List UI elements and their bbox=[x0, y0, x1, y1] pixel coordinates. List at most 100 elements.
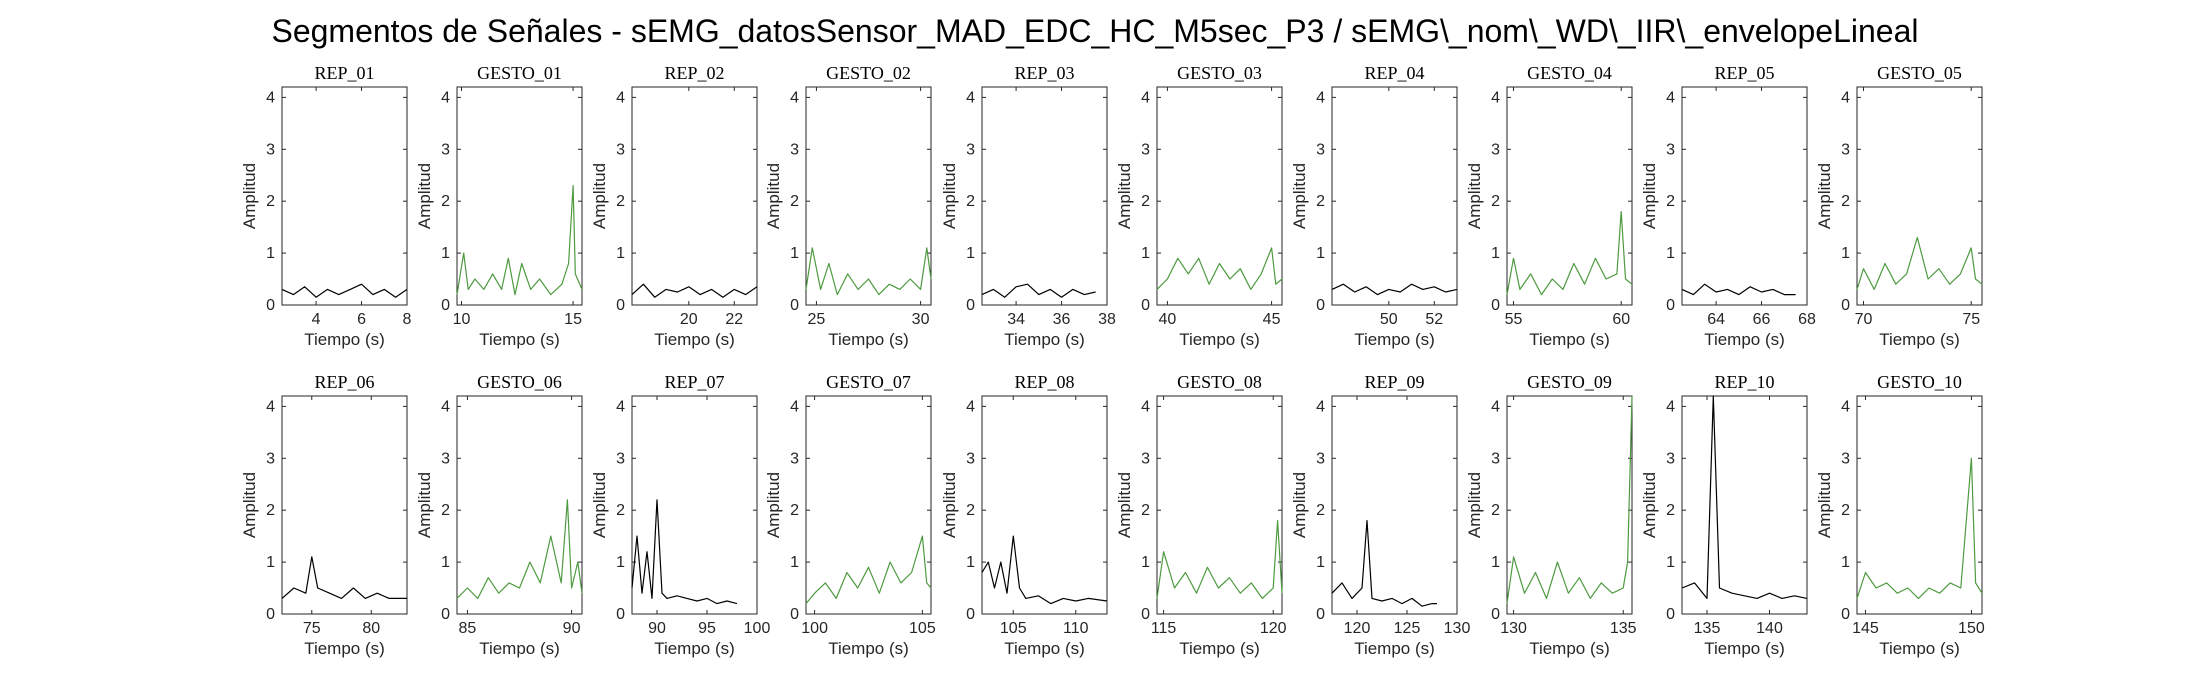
y-tick-label: 1 bbox=[790, 554, 799, 571]
x-tick-label: 135 bbox=[1694, 620, 1721, 637]
y-tick-label: 4 bbox=[1841, 89, 1850, 106]
x-tick-label: 130 bbox=[1500, 620, 1527, 637]
y-tick-label: 3 bbox=[1316, 141, 1325, 158]
y-axis-label: Amplitud bbox=[415, 472, 434, 538]
y-tick-label: 0 bbox=[266, 606, 275, 623]
panel-title: REP_07 bbox=[664, 372, 724, 392]
y-tick-label: 0 bbox=[1316, 606, 1325, 623]
y-tick-label: 4 bbox=[616, 398, 625, 415]
x-tick-label: 30 bbox=[912, 311, 930, 328]
y-tick-label: 3 bbox=[1141, 450, 1150, 467]
figure-title: Segmentos de Señales - sEMG_datosSensor_… bbox=[271, 13, 1918, 49]
y-tick-label: 4 bbox=[966, 89, 975, 106]
subplot-rep-07: REP_07 0 1 2 3 4 90 95 100 Tiempo (s) Amplitud bbox=[590, 372, 770, 658]
x-axis-label: Tiempo (s) bbox=[304, 330, 385, 349]
x-axis-label: Tiempo (s) bbox=[654, 639, 735, 658]
y-axis-label: Amplitud bbox=[240, 472, 259, 538]
y-axis-label: Amplitud bbox=[1640, 163, 1659, 229]
y-tick-label: 3 bbox=[1491, 450, 1500, 467]
subplot-gesto-10: GESTO_10 0 1 2 3 4 145 150 Tiempo (s) Amplitud bbox=[1815, 372, 1985, 658]
plot-frame bbox=[456, 86, 583, 306]
x-tick-label: 105 bbox=[1000, 620, 1027, 637]
x-tick-label: 100 bbox=[801, 620, 828, 637]
y-tick-label: 3 bbox=[1841, 141, 1850, 158]
y-tick-label: 1 bbox=[441, 554, 450, 571]
y-tick-label: 4 bbox=[1491, 398, 1500, 415]
x-tick-label: 110 bbox=[1063, 620, 1089, 637]
x-tick-label: 8 bbox=[403, 311, 412, 328]
y-tick-label: 0 bbox=[966, 297, 975, 314]
x-tick-label: 125 bbox=[1394, 620, 1421, 637]
plot-frame bbox=[1331, 86, 1458, 306]
plot-frame bbox=[805, 395, 932, 615]
plot-frame bbox=[1681, 86, 1808, 306]
panel-title: REP_10 bbox=[1714, 372, 1774, 392]
y-tick-label: 2 bbox=[1841, 502, 1850, 519]
y-tick-label: 0 bbox=[1141, 606, 1150, 623]
y-tick-label: 2 bbox=[616, 502, 625, 519]
y-tick-label: 0 bbox=[616, 297, 625, 314]
y-tick-label: 2 bbox=[1316, 502, 1325, 519]
subplot-rep-06: REP_06 0 1 2 3 4 75 80 Tiempo (s) Amplitud bbox=[240, 372, 408, 658]
x-tick-label: 68 bbox=[1798, 311, 1816, 328]
x-tick-label: 45 bbox=[1263, 311, 1281, 328]
x-tick-label: 100 bbox=[744, 620, 771, 637]
y-tick-label: 2 bbox=[266, 193, 275, 210]
y-tick-label: 0 bbox=[790, 606, 799, 623]
y-tick-label: 1 bbox=[1841, 554, 1850, 571]
y-tick-label: 1 bbox=[1491, 554, 1500, 571]
y-tick-label: 3 bbox=[1666, 450, 1675, 467]
y-axis-label: Amplitud bbox=[1290, 472, 1309, 538]
y-tick-label: 3 bbox=[616, 450, 625, 467]
y-tick-label: 2 bbox=[616, 193, 625, 210]
y-tick-label: 1 bbox=[966, 554, 975, 571]
y-tick-label: 1 bbox=[1316, 245, 1325, 262]
x-tick-label: 75 bbox=[1962, 311, 1980, 328]
subplot-rep-09: REP_09 0 1 2 3 4 120 125 130 Tiempo (s) Amplitud bbox=[1290, 372, 1470, 658]
x-axis-label: Tiempo (s) bbox=[1704, 330, 1785, 349]
x-tick-label: 140 bbox=[1756, 620, 1783, 637]
y-tick-label: 0 bbox=[1491, 297, 1500, 314]
y-tick-label: 2 bbox=[966, 193, 975, 210]
x-tick-label: 70 bbox=[1855, 311, 1873, 328]
series-line bbox=[631, 283, 758, 298]
y-tick-label: 1 bbox=[966, 245, 975, 262]
y-tick-label: 0 bbox=[790, 297, 799, 314]
y-tick-label: 4 bbox=[966, 398, 975, 415]
panel-title: GESTO_03 bbox=[1177, 63, 1262, 83]
x-tick-label: 135 bbox=[1610, 620, 1637, 637]
x-axis-label: Tiempo (s) bbox=[1004, 639, 1085, 658]
x-tick-label: 120 bbox=[1260, 620, 1287, 637]
y-tick-label: 1 bbox=[616, 245, 625, 262]
panel-title: GESTO_01 bbox=[477, 63, 562, 83]
x-axis-label: Tiempo (s) bbox=[1879, 639, 1960, 658]
x-tick-label: 25 bbox=[808, 311, 826, 328]
x-axis-label: Tiempo (s) bbox=[654, 330, 735, 349]
panel-title: GESTO_02 bbox=[826, 63, 911, 83]
plot-frame bbox=[1856, 86, 1983, 306]
y-tick-label: 4 bbox=[266, 89, 275, 106]
y-tick-label: 2 bbox=[441, 193, 450, 210]
series-line bbox=[1681, 283, 1796, 296]
subplot-rep-04: REP_04 0 1 2 3 4 50 52 Tiempo (s) Amplitud bbox=[1290, 63, 1458, 349]
series-line bbox=[456, 499, 583, 600]
y-tick-label: 0 bbox=[616, 606, 625, 623]
x-tick-label: 105 bbox=[909, 620, 936, 637]
y-tick-label: 3 bbox=[966, 450, 975, 467]
y-axis-label: Amplitud bbox=[1815, 163, 1834, 229]
x-tick-label: 115 bbox=[1151, 620, 1177, 637]
plot-frame bbox=[1681, 395, 1808, 615]
series-line bbox=[1331, 519, 1437, 607]
series-line bbox=[281, 556, 407, 600]
x-tick-label: 90 bbox=[648, 620, 666, 637]
x-tick-label: 22 bbox=[725, 311, 743, 328]
y-tick-label: 1 bbox=[616, 554, 625, 571]
y-axis-label: Amplitud bbox=[764, 472, 783, 538]
